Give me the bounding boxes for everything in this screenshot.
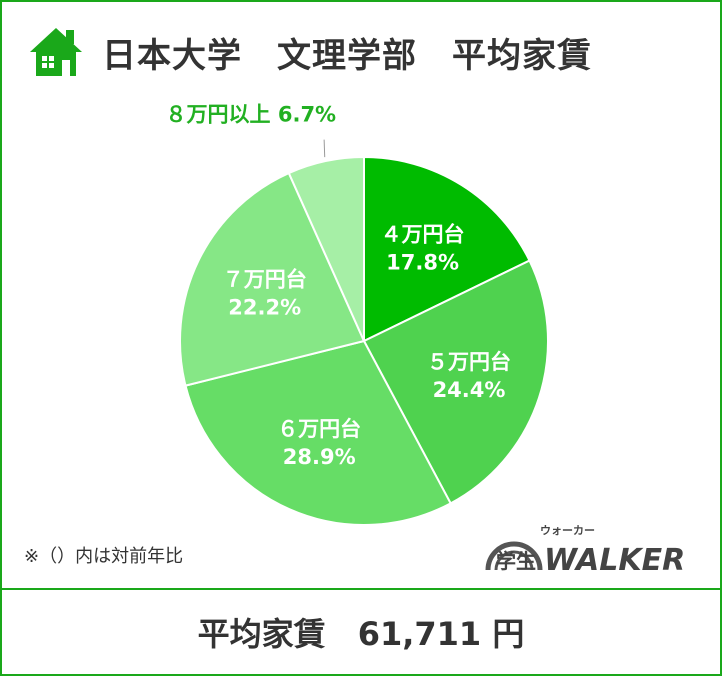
footer-label: 平均家賃	[197, 615, 326, 653]
logo-ruby: ウォーカー	[540, 524, 595, 537]
slice-label-1: ４万円台	[381, 222, 465, 246]
slice-label-5: ８万円以上 6.7%	[166, 103, 337, 127]
pie-slice-4	[179, 171, 366, 387]
gakusei-walker-logo: ウォーカー 学生 WALKER	[485, 524, 685, 578]
slice-value-label-4: 22.2%	[228, 296, 301, 320]
logo-word: WALKER	[544, 543, 685, 578]
pie-slice-5	[287, 155, 365, 342]
slice-value-label-2: 24.4%	[433, 378, 506, 402]
pie-slice-3	[184, 339, 452, 526]
chart-title: 日本大学 文理学部 平均家賃	[102, 35, 592, 76]
footnote: ※（）内は対前年比	[24, 546, 184, 567]
footer-gap	[326, 609, 358, 655]
slice-value-label-1: 17.8%	[386, 250, 459, 274]
slice-value-label-3: 28.9%	[283, 445, 356, 469]
pie-slice-2	[362, 259, 549, 505]
chart-panel: 日本大学 文理学部 平均家賃 ４万円台 17.8% ５万円台 24.4% ６万円台 28.…	[2, 2, 720, 590]
slice-label-2: ５万円台	[427, 350, 511, 374]
title-row: 日本大学 文理学部 平均家賃	[28, 22, 592, 82]
footer-value: 61,711 円	[357, 615, 525, 653]
slice-label-3: ６万円台	[277, 417, 361, 441]
pie-slice-1	[363, 155, 531, 343]
pie-chart: ４万円台 17.8% ５万円台 24.4% ６万円台 28.9% ７万円台 22.2% ８万円以…	[166, 103, 549, 526]
logo-kanji: 学生	[496, 549, 536, 573]
house-icon	[30, 28, 82, 76]
slice-leader-line-5	[323, 139, 326, 158]
slice-label-4: ７万円台	[223, 268, 307, 292]
average-rent-footer: 平均家賃 61,711 円	[2, 590, 720, 674]
